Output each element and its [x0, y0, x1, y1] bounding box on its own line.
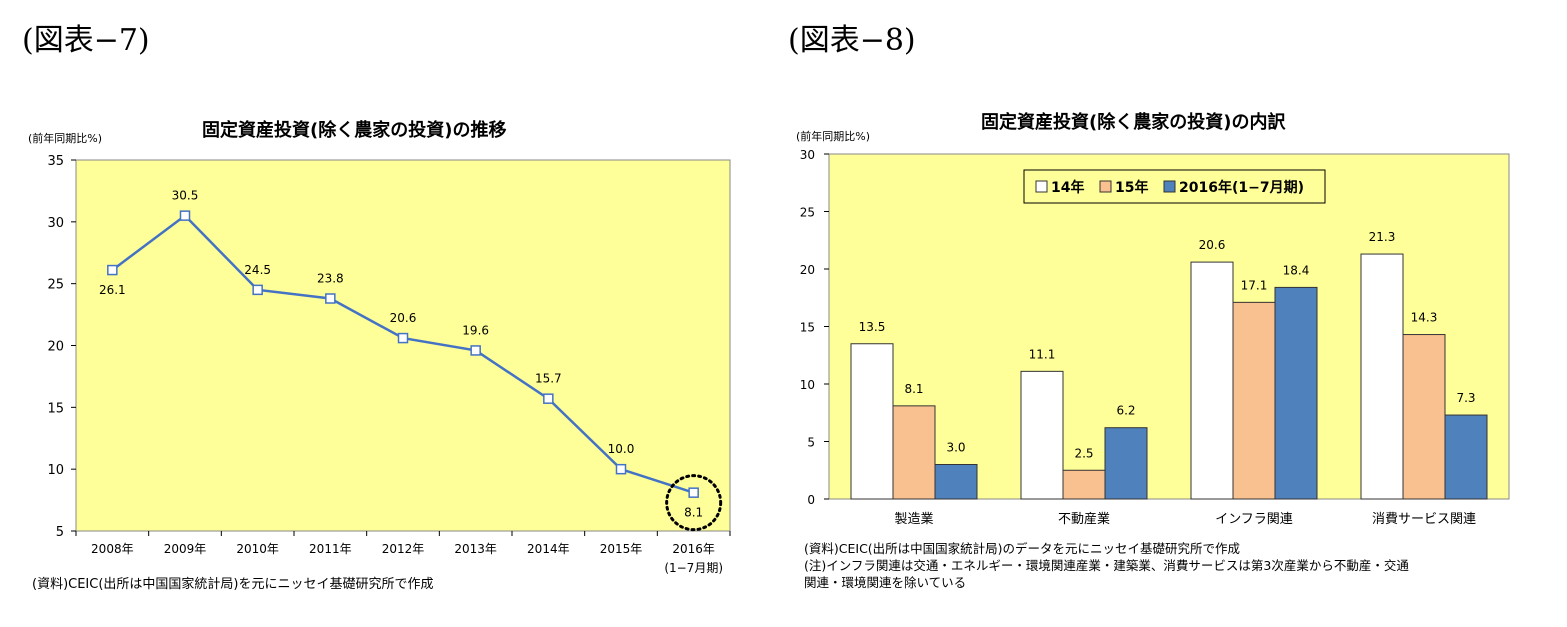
- data-label: 20.6: [390, 311, 417, 325]
- x-tick-label: 2016年: [672, 542, 715, 556]
- data-label: 10.0: [608, 442, 635, 456]
- y-tick-label: 30: [800, 148, 815, 162]
- x-tick-label: 2009年: [164, 542, 207, 556]
- y-tick-label: 10: [800, 378, 815, 392]
- y-tick-label: 20: [47, 340, 64, 355]
- bar: [850, 343, 894, 500]
- x-tick-label: 2012年: [382, 542, 425, 556]
- category-label: 製造業: [894, 511, 933, 527]
- chart2-title: 固定資産投資(除く農家の投資)の内訳: [981, 112, 1286, 133]
- y-tick-label: 35: [47, 154, 64, 169]
- chart1-title: 固定資産投資(除く農家の投資)の推移: [202, 120, 507, 141]
- bar: [1190, 261, 1234, 500]
- bar: [892, 405, 936, 500]
- x-tick-label: 2008年: [91, 542, 134, 556]
- legend-swatch: [1035, 180, 1048, 193]
- y-tick-label: 0: [807, 493, 815, 507]
- chart2-footnote-line1: (注)インフラ関連は交通・エネルギー・環境関連産業・建築業、消費サービスは第3次…: [804, 558, 1409, 573]
- data-label: 19.6: [462, 323, 489, 337]
- data-point: [325, 293, 336, 304]
- category-label: インフラ関連: [1215, 512, 1293, 527]
- bar-value-label: 21.3: [1369, 230, 1396, 244]
- category-label: 不動産業: [1058, 511, 1110, 527]
- bar-chart: 0 5 10 15 20 25 30 13.5 8.1 3.0 製造業 11.1 2.5 6.2 不動産業 2…: [800, 148, 1510, 527]
- x-tick-label: 2015年: [600, 542, 643, 556]
- bar: [1360, 253, 1404, 500]
- bar-value-label: 20.6: [1199, 238, 1226, 252]
- data-label: 23.8: [317, 272, 344, 286]
- y-tick-label: 5: [807, 436, 815, 450]
- bar-value-label: 2.5: [1074, 446, 1093, 460]
- y-tick-label: 30: [47, 216, 64, 231]
- x-tick-sublabel: (1−7月期): [664, 561, 723, 575]
- data-point: [179, 210, 191, 221]
- data-label: 24.5: [244, 263, 271, 277]
- legend-label: 15年: [1115, 179, 1148, 196]
- bar: [1104, 427, 1148, 500]
- bar-value-label: 6.2: [1116, 404, 1135, 418]
- legend-label: 14年: [1051, 179, 1084, 196]
- data-point: [688, 487, 699, 498]
- category-label: 消費サービス関連: [1372, 512, 1476, 527]
- bar: [1062, 469, 1106, 500]
- legend: 14年 15年 2016年(1−7月期): [1023, 169, 1326, 204]
- legend-swatch: [1099, 180, 1112, 193]
- data-point: [107, 264, 118, 276]
- bar-value-label: 18.4: [1283, 263, 1310, 277]
- y-tick-label: 5: [56, 525, 64, 540]
- bar: [1402, 334, 1446, 500]
- bar-value-label: 8.1: [904, 382, 923, 396]
- legend-label: 2016年(1−7月期): [1179, 179, 1304, 196]
- bar: [1444, 414, 1488, 500]
- bar: [934, 464, 978, 500]
- highlight-circle: [665, 474, 723, 532]
- y-tick-label: 25: [800, 206, 815, 220]
- legend-swatch: [1163, 180, 1176, 193]
- data-label: 15.7: [535, 372, 562, 386]
- data-label: 30.5: [172, 189, 199, 203]
- bar: [1274, 286, 1318, 500]
- chart1-unit-label: (前年同期比%): [28, 132, 103, 145]
- chart2-source-note: (資料)CEIC(出所は中国国家統計局)のデータを元にニッセイ基礎研究所で作成: [804, 541, 1241, 556]
- bar-value-label: 11.1: [1029, 347, 1056, 361]
- line-chart: 5 10 15 20 25 30 35 2008年 2009年 2010年 2011年 2012年 20…: [47, 154, 731, 575]
- y-tick-label: 10: [47, 463, 64, 478]
- data-point: [252, 284, 263, 296]
- y-tick-label: 15: [800, 321, 815, 335]
- data-point: [397, 332, 409, 344]
- bar-value-label: 17.1: [1241, 278, 1268, 292]
- data-point: [615, 463, 627, 475]
- y-tick-label: 25: [47, 278, 64, 293]
- figure-7-label: (図表−7): [22, 23, 150, 58]
- x-tick-label: 2011年: [309, 542, 352, 556]
- data-point: [543, 393, 554, 404]
- bar-value-label: 7.3: [1456, 391, 1475, 405]
- x-tick-label: 2013年: [454, 542, 497, 556]
- figure-8-label: (図表−8): [788, 23, 916, 58]
- data-point: [470, 345, 481, 356]
- y-tick-label: 20: [800, 263, 815, 277]
- data-label: 26.1: [99, 283, 126, 297]
- bar: [1020, 370, 1064, 500]
- y-tick-label: 15: [47, 401, 64, 416]
- x-tick-label: 2014年: [527, 542, 570, 556]
- data-label: 8.1: [684, 506, 703, 520]
- bar-value-label: 13.5: [859, 320, 886, 334]
- chart2-unit-label: (前年同期比%): [796, 130, 871, 143]
- chart1-source-note: (資料)CEIC(出所は中国国家統計局)を元にニッセイ基礎研究所で作成: [32, 577, 434, 592]
- bar-value-label: 14.3: [1411, 311, 1438, 325]
- x-tick-label: 2010年: [236, 542, 279, 556]
- chart2-footnote-line2: 関連・環境関連を除いている: [804, 575, 967, 590]
- bar: [1232, 301, 1276, 500]
- bar-value-label: 3.0: [946, 441, 965, 455]
- line-plot-area: [75, 159, 731, 532]
